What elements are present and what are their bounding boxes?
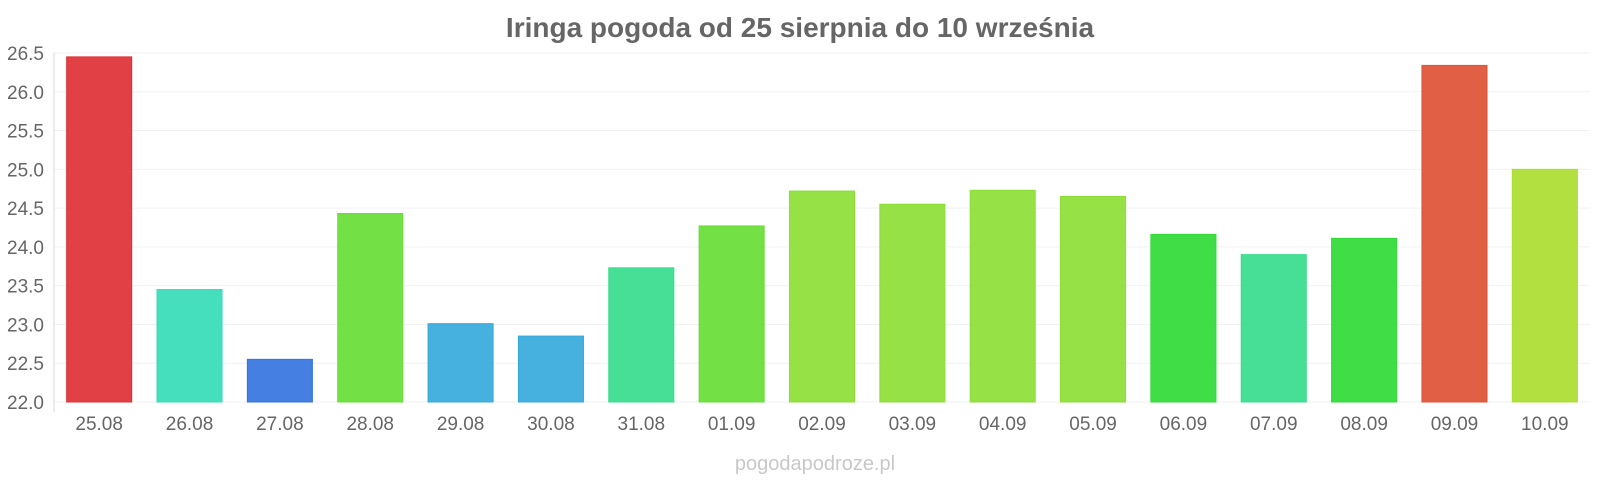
bar-10.09 [1511, 168, 1578, 403]
bar-01.09 [698, 225, 765, 403]
bar-25.08 [66, 56, 133, 403]
x-tick-label: 29.08 [437, 414, 485, 435]
y-tick-label: 23.0 [7, 315, 44, 336]
bar-04.09 [969, 189, 1036, 403]
x-tick-label: 08.09 [1340, 414, 1388, 435]
bar-02.09 [788, 190, 856, 403]
bar-26.08 [156, 289, 223, 403]
x-tick-label: 10.09 [1521, 414, 1569, 435]
y-tick-label: 24.5 [7, 199, 44, 220]
bar-03.09 [879, 203, 946, 403]
x-tick-label: 07.09 [1250, 414, 1298, 435]
x-tick-label: 02.09 [798, 414, 846, 435]
x-tick-label: 28.08 [346, 414, 394, 435]
y-tick-label: 25.0 [7, 160, 44, 181]
bar-30.08 [517, 335, 584, 403]
bar-29.08 [427, 323, 494, 403]
x-tick-label: 05.09 [1069, 414, 1117, 435]
x-tick-label: 06.09 [1160, 414, 1208, 435]
y-tick-label: 25.5 [7, 122, 44, 143]
bar-27.08 [246, 358, 313, 403]
y-tick-label: 24.0 [7, 238, 44, 259]
bar-31.08 [608, 267, 675, 403]
x-tick-label: 01.09 [708, 414, 756, 435]
chart-title: Iringa pogoda od 25 sierpnia do 10 wrześ… [506, 12, 1095, 43]
bar-07.09 [1240, 254, 1307, 403]
bars [66, 56, 1578, 403]
y-tick-label: 23.5 [7, 277, 44, 298]
y-tick-label: 22.0 [7, 393, 44, 414]
y-axis-ticks: 22.0 22.5 23.0 23.5 24.0 24.5 25.0 25.5 26.0 26.5 [7, 44, 44, 414]
bar-05.09 [1060, 195, 1127, 403]
x-tick-label: 25.08 [75, 414, 123, 435]
x-tick-label: 04.09 [979, 414, 1027, 435]
x-tick-label: 27.08 [256, 414, 304, 435]
bar-08.09 [1331, 237, 1398, 403]
watermark: pogodapodroze.pl [735, 453, 895, 475]
x-axis-ticks: 25.08 26.08 27.08 28.08 29.08 30.08 31.08 01.09… [75, 414, 1568, 435]
x-tick-label: 26.08 [166, 414, 214, 435]
x-tick-label: 09.09 [1431, 414, 1479, 435]
y-tick-label: 22.5 [7, 354, 44, 375]
x-tick-label: 31.08 [618, 414, 666, 435]
bar-09.09 [1421, 64, 1488, 403]
x-tick-label: 03.09 [889, 414, 937, 435]
y-tick-label: 26.0 [7, 83, 44, 104]
y-tick-label: 26.5 [7, 44, 44, 65]
bar-28.08 [337, 213, 404, 403]
x-tick-label: 30.08 [527, 414, 575, 435]
bar-06.09 [1150, 233, 1217, 403]
